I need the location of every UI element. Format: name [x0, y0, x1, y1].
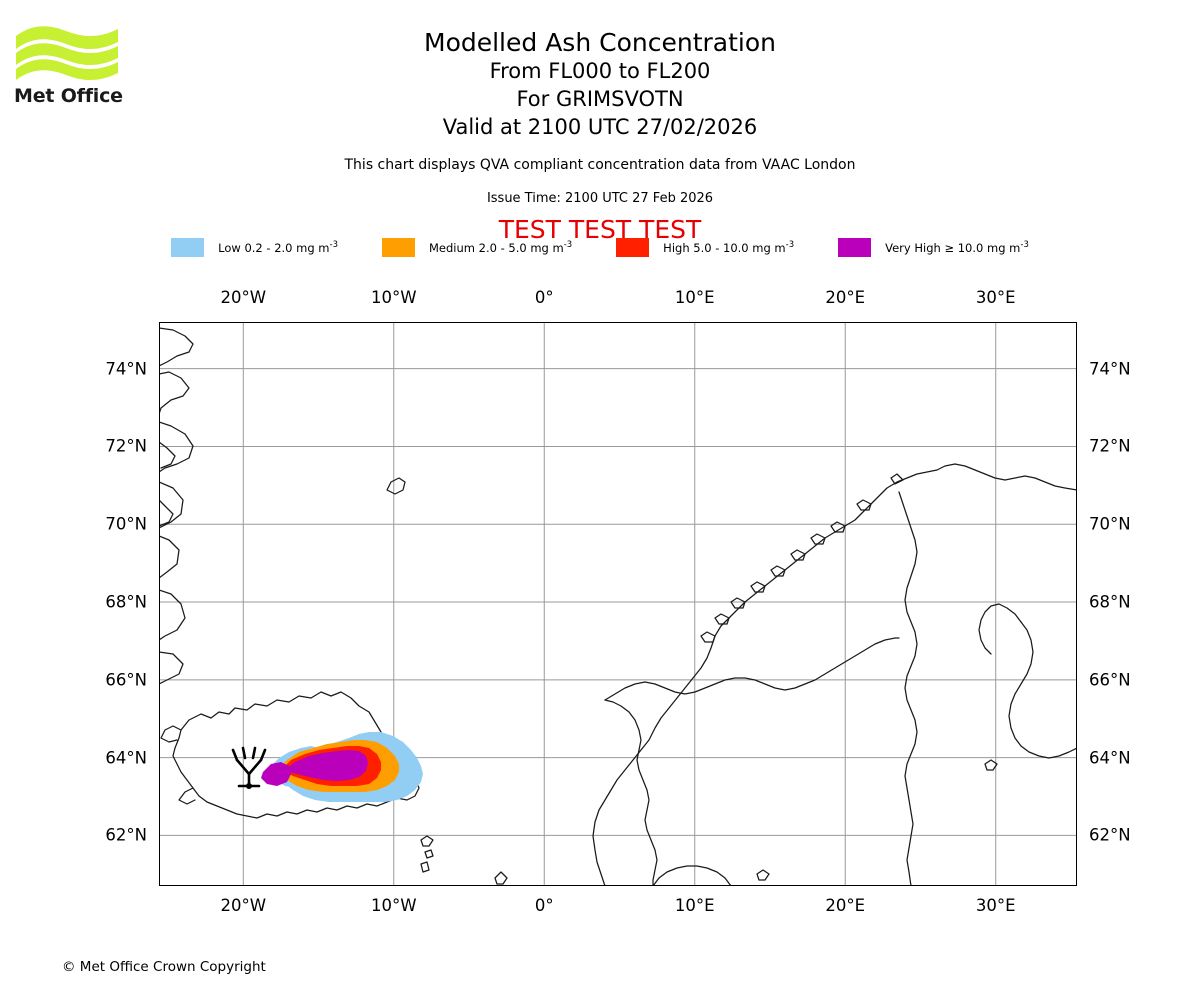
lofoten-island-3 [730, 597, 746, 609]
valid-time: Valid at 2100 UTC 27/02/2026 [442, 115, 758, 139]
faroe-islands-3 [420, 861, 430, 873]
issue-time: Issue Time: 2100 UTC 27 Feb 2026 [486, 191, 714, 206]
lon-tick-top-30°E: 30°E [975, 288, 1016, 307]
lon-tick-bottom-10°E: 10°E [674, 896, 715, 915]
norway-west-coast [592, 469, 938, 886]
greenland-fjord-2 [159, 499, 174, 527]
legend-item-low: Low 0.2 - 2.0 mg m-3 [171, 238, 382, 257]
map-gridlines [159, 322, 1077, 886]
lat-tick-right-68°N: 68°N [1089, 592, 1131, 612]
kola-island [984, 759, 998, 771]
volcano-name: For GRIMSVOTN [516, 87, 684, 111]
lat-tick-left-74°N: 74°N [105, 359, 147, 379]
greenland-fjord [159, 441, 176, 469]
senja-island [770, 565, 786, 577]
flight-level-range: From FL000 to FL200 [489, 59, 711, 83]
page-title: Modelled Ash Concentration [424, 28, 776, 57]
legend-swatch-very-high [838, 238, 872, 257]
legend-label-very-high: Very High ≥ 10.0 mg m-3 [885, 239, 1029, 255]
legend-label-low: Low 0.2 - 2.0 mg m-3 [218, 239, 338, 255]
iceland-coast [172, 691, 420, 819]
lofoten-island-2 [714, 613, 730, 625]
met-office-logo-text: Met Office [14, 85, 123, 107]
lat-tick-right-62°N: 62°N [1089, 825, 1131, 845]
baltic-island [756, 869, 770, 881]
lon-tick-top-10°W: 10°W [370, 288, 417, 307]
lat-tick-right-66°N: 66°N [1089, 670, 1131, 690]
legend-swatch-low [171, 238, 205, 257]
arnoya-island [810, 533, 826, 545]
lat-tick-right-72°N: 72°N [1089, 436, 1131, 456]
ash-plume-contours [261, 732, 423, 802]
iceland-south-notch [178, 787, 196, 805]
chart-title-block: Modelled Ash Concentration From FL000 to… [0, 28, 1200, 141]
shetland-islands [494, 871, 508, 885]
lon-tick-bottom-20°E: 20°E [825, 896, 866, 915]
met-office-logo: Met Office [14, 22, 124, 112]
lon-tick-top-20°W: 20°W [220, 288, 267, 307]
sweden-finland-border [604, 699, 658, 886]
map-background [159, 322, 1077, 886]
mageroya-island [856, 499, 872, 511]
legend-item-medium: Medium 2.0 - 5.0 mg m-3 [381, 238, 616, 257]
faroe-islands [420, 835, 434, 847]
lon-tick-top-0°: 0° [534, 288, 554, 307]
legend-label-high: High 5.0 - 10.0 mg m-3 [663, 239, 795, 255]
volcano-marker-icon [231, 746, 267, 789]
plume-very-high-core-west [261, 762, 291, 786]
lat-tick-right-74°N: 74°N [1089, 359, 1131, 379]
jan-mayen-island [386, 477, 406, 495]
ash-concentration-map [159, 322, 1077, 886]
map-canvas [159, 322, 1077, 886]
greenland-coast [159, 327, 194, 685]
lon-tick-bottom-20°W: 20°W [220, 896, 267, 915]
lat-tick-left-66°N: 66°N [105, 670, 147, 690]
lon-tick-top-10°E: 10°E [674, 288, 715, 307]
kola-north-coast [936, 463, 1077, 491]
lat-tick-left-68°N: 68°N [105, 592, 147, 612]
legend-label-medium: Medium 2.0 - 5.0 mg m-3 [428, 239, 573, 255]
lon-tick-top-20°E: 20°E [825, 288, 866, 307]
concentration-legend: Low 0.2 - 2.0 mg m-3 Medium 2.0 - 5.0 mg … [0, 238, 1200, 257]
plume-very-high-contour [285, 750, 368, 781]
copyright-notice: © Met Office Crown Copyright [62, 959, 266, 975]
lat-tick-right-70°N: 70°N [1089, 514, 1131, 534]
legend-swatch-medium [381, 238, 415, 257]
legend-item-high: High 5.0 - 10.0 mg m-3 [616, 238, 838, 257]
lon-tick-bottom-10°W: 10°W [370, 896, 417, 915]
white-sea-coast [1008, 621, 1077, 759]
kola-south-coast [978, 603, 1022, 655]
coastlines [159, 327, 1077, 886]
finland-russia-border [898, 491, 918, 886]
met-office-wave-mark [16, 26, 118, 81]
legend-item-very-high: Very High ≥ 10.0 mg m-3 [838, 238, 1029, 257]
lat-tick-left-64°N: 64°N [105, 748, 147, 768]
lon-tick-bottom-0°: 0° [534, 896, 554, 915]
nordkinn-island [890, 473, 904, 485]
test-banner: TEST TEST TEST [498, 215, 702, 244]
lon-tick-bottom-30°E: 30°E [975, 896, 1016, 915]
lat-tick-right-64°N: 64°N [1089, 748, 1131, 768]
finland-north-border [604, 637, 900, 701]
gulf-of-finland-coast [652, 865, 732, 886]
legend-swatch-high [616, 238, 650, 257]
kvaloya-island [790, 549, 806, 561]
vesteralen-island [750, 581, 766, 593]
soroya-island [830, 521, 846, 533]
iceland-westfjords [160, 725, 182, 743]
lat-tick-left-70°N: 70°N [105, 514, 147, 534]
lat-tick-left-62°N: 62°N [105, 825, 147, 845]
qva-compliance-note: This chart displays QVA compliant concen… [344, 157, 856, 173]
lat-tick-left-72°N: 72°N [105, 436, 147, 456]
lofoten-island-1 [700, 631, 716, 643]
faroe-islands-2 [424, 849, 434, 859]
